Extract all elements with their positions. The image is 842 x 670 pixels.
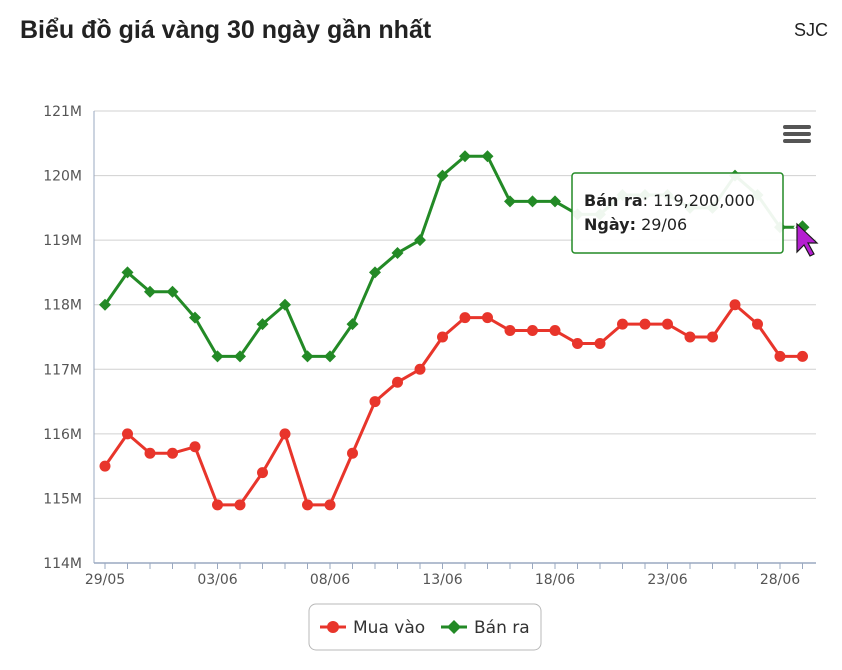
page-title: Biểu đồ giá vàng 30 ngày gần nhất (20, 16, 432, 44)
x-tick-label: 29/05 (85, 572, 125, 588)
buy-data-point[interactable] (257, 467, 268, 479)
sell-data-point[interactable] (121, 266, 134, 279)
buy-data-point[interactable] (504, 325, 516, 337)
sell-data-point[interactable] (301, 350, 314, 363)
y-tick-label: 117M (43, 362, 82, 378)
sell-data-point[interactable] (369, 266, 381, 279)
x-tick-label: 13/06 (422, 572, 462, 588)
buy-data-point[interactable] (594, 337, 606, 349)
hamburger-menu-icon[interactable] (783, 139, 811, 143)
sell-data-point[interactable] (189, 311, 201, 324)
buy-data-point[interactable] (122, 428, 133, 440)
x-tick-label: 18/06 (535, 572, 575, 588)
buy-data-point[interactable] (437, 331, 448, 343)
buy-data-point[interactable] (459, 312, 471, 324)
buy-data-point[interactable] (639, 318, 651, 330)
x-tick-label: 28/06 (760, 572, 800, 588)
sell-data-point[interactable] (481, 150, 494, 163)
y-tick-label: 119M (43, 233, 82, 249)
buy-data-point[interactable] (752, 318, 763, 330)
pointer-arrow-icon (796, 222, 819, 257)
legend-sell-label: Bán ra (474, 618, 530, 638)
sell-data-point[interactable] (144, 285, 156, 298)
sell-data-point[interactable] (346, 318, 359, 331)
buy-data-point[interactable] (707, 331, 718, 343)
sell-data-point[interactable] (234, 350, 246, 363)
buy-data-point[interactable] (347, 447, 358, 459)
y-tick-label: 115M (43, 491, 82, 507)
buy-data-point[interactable] (572, 337, 583, 349)
buy-data-point[interactable] (684, 331, 696, 343)
buy-data-point[interactable] (797, 350, 808, 362)
tooltip-box (571, 172, 784, 254)
sell-data-point[interactable] (436, 169, 449, 182)
brand-label: SJC (793, 20, 828, 40)
y-tick-label: 120M (43, 169, 82, 185)
hamburger-menu-icon[interactable] (783, 125, 811, 129)
x-tick-label: 23/06 (647, 572, 687, 588)
legend-sell-marker[interactable] (447, 620, 461, 634)
y-tick-label: 121M (43, 104, 82, 120)
buy-data-point[interactable] (392, 376, 403, 388)
sell-data-point[interactable] (504, 195, 516, 208)
sell-data-point[interactable] (459, 150, 471, 163)
y-tick-label: 118M (43, 298, 82, 314)
y-tick-label: 116M (43, 427, 82, 443)
y-tick-label: 114M (43, 556, 82, 572)
buy-data-point[interactable] (414, 363, 426, 375)
buy-data-point[interactable] (482, 312, 493, 324)
sell-data-point[interactable] (279, 298, 291, 311)
sell-data-point[interactable] (211, 350, 224, 363)
buy-data-point[interactable] (369, 396, 381, 408)
legend-buy-marker[interactable] (327, 621, 339, 633)
buy-data-point[interactable] (212, 499, 223, 511)
buy-data-point[interactable] (189, 441, 201, 453)
legend-buy-label: Mua vào (353, 618, 425, 638)
sell-data-point[interactable] (324, 350, 336, 363)
buy-data-point[interactable] (774, 350, 786, 362)
tooltip-date-line: Ngày: 29/06 (584, 215, 687, 234)
buy-data-point[interactable] (549, 325, 561, 337)
sell-data-point[interactable] (414, 234, 426, 247)
sell-data-point[interactable] (526, 195, 539, 208)
buy-data-point[interactable] (279, 428, 291, 440)
sell-data-point[interactable] (549, 195, 561, 208)
buy-data-point[interactable] (302, 499, 313, 511)
buy-data-point[interactable] (617, 318, 628, 330)
buy-data-point[interactable] (662, 318, 673, 330)
buy-data-point[interactable] (527, 325, 538, 337)
buy-data-point[interactable] (324, 499, 336, 511)
buy-data-point[interactable] (99, 460, 111, 472)
sell-data-point[interactable] (99, 298, 111, 311)
sell-data-point[interactable] (391, 247, 404, 260)
x-tick-label: 03/06 (197, 572, 237, 588)
buy-data-point[interactable] (167, 447, 178, 459)
series-line-buy (103, 303, 803, 507)
tooltip-value-line: Bán ra: 119,200,000 (584, 191, 755, 210)
buy-data-point[interactable] (729, 299, 741, 311)
sell-data-point[interactable] (166, 285, 179, 298)
hamburger-menu-icon[interactable] (783, 132, 811, 136)
buy-data-point[interactable] (144, 447, 156, 459)
x-tick-label: 08/06 (310, 572, 350, 588)
legend-box (308, 603, 542, 651)
buy-data-point[interactable] (234, 499, 246, 511)
sell-data-point[interactable] (256, 318, 269, 331)
